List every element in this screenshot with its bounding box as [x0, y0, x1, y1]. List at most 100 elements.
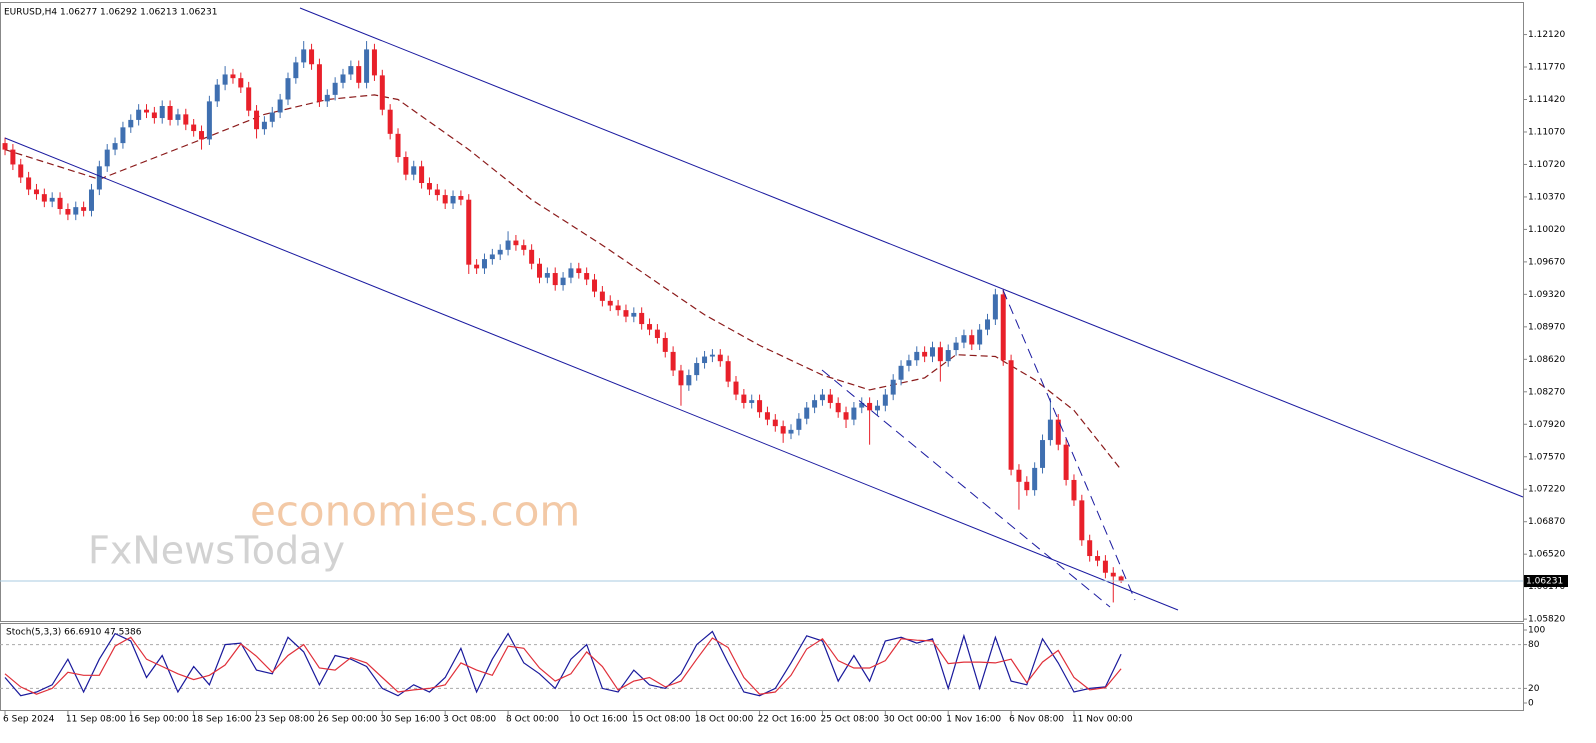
- candle-body: [536, 263, 542, 278]
- candle-body: [780, 426, 786, 434]
- y-tick-label: 1.06520: [1528, 550, 1565, 560]
- watermark: economies.com: [250, 487, 580, 536]
- candle-body: [332, 82, 338, 95]
- y-tick-label: 1.11770: [1528, 63, 1565, 73]
- y-tick-label: 1.08970: [1528, 322, 1565, 332]
- y-tick-label: 1.09670: [1528, 257, 1565, 267]
- candle-body: [128, 119, 134, 128]
- x-tick-label: 30 Oct 00:00: [883, 715, 942, 725]
- candle-body: [1008, 360, 1014, 470]
- candle-body: [1047, 419, 1053, 441]
- y-tick-label: 1.05820: [1528, 615, 1565, 625]
- candle-body: [112, 143, 118, 150]
- candle-body: [890, 379, 896, 395]
- stoch-header: Stoch(5,3,3) 66.6910 47.5386: [6, 628, 142, 638]
- candle-body: [1055, 419, 1061, 445]
- candle-body: [466, 199, 472, 265]
- candle-body: [851, 407, 857, 420]
- candle-body: [1095, 556, 1101, 561]
- candle-body: [749, 400, 755, 403]
- x-tick-label: 11 Nov 00:00: [1072, 715, 1133, 725]
- candle-body: [316, 64, 322, 102]
- current-price-box: [1524, 575, 1568, 588]
- candle-body: [568, 268, 574, 278]
- candle-body: [615, 305, 621, 311]
- candle-body: [395, 133, 401, 158]
- y-tick-label: 1.07920: [1528, 420, 1565, 430]
- candle-body: [489, 254, 495, 260]
- candle-body: [88, 189, 94, 211]
- candle-body: [18, 164, 24, 178]
- candle-body: [772, 419, 778, 427]
- candle-body: [835, 402, 841, 413]
- x-tick-label: 26 Sep 00:00: [317, 715, 377, 725]
- candle-body: [73, 207, 79, 215]
- symbol-header: EURUSD,H4 1.06277 1.06292 1.06213 1.0623…: [4, 8, 217, 18]
- x-tick-label: 16 Sep 00:00: [129, 715, 189, 725]
- watermark: FxNewsToday: [88, 529, 345, 573]
- candle-body: [1040, 440, 1046, 468]
- candle-body: [238, 78, 244, 88]
- candle-body: [324, 94, 330, 102]
- y-tick-label: 1.10370: [1528, 192, 1565, 202]
- price-panel: [2, 41, 1124, 603]
- y-tick-label: 1.09320: [1528, 290, 1565, 300]
- candle-body: [159, 106, 165, 119]
- candle-body: [10, 149, 16, 165]
- x-tick-label: 10 Oct 16:00: [569, 715, 628, 725]
- candle-body: [678, 370, 684, 386]
- x-tick-label: 11 Sep 08:00: [66, 715, 126, 725]
- candle-body: [403, 157, 409, 175]
- y-tick-label: 1.07220: [1528, 485, 1565, 495]
- candle-body: [757, 400, 763, 413]
- candle-body: [183, 114, 189, 125]
- candle-body: [521, 245, 527, 250]
- candle-body: [819, 394, 825, 401]
- candle-body: [1102, 560, 1108, 573]
- candle-body: [285, 78, 291, 100]
- candle-body: [136, 109, 142, 120]
- candle-body: [254, 110, 260, 130]
- candle-body: [57, 197, 63, 209]
- candle-body: [1071, 479, 1077, 501]
- channel-upper: [299, 7, 1524, 498]
- stoch-tick-label: 20: [1528, 684, 1540, 694]
- candle-body: [764, 412, 770, 420]
- candle-body: [1063, 444, 1069, 480]
- candle-body: [977, 329, 983, 345]
- candle-body: [796, 418, 802, 430]
- candle-body: [961, 335, 967, 343]
- candle-body: [592, 279, 598, 292]
- y-tick-label: 1.10720: [1528, 160, 1565, 170]
- candle-body: [505, 240, 511, 250]
- x-tick-label: 30 Sep 16:00: [380, 715, 440, 725]
- candle-body: [1110, 572, 1116, 577]
- x-tick-label: 1 Nov 16:00: [946, 715, 1001, 725]
- y-tick-label: 1.06170: [1528, 582, 1565, 592]
- x-tick-label: 18 Sep 16:00: [192, 715, 252, 725]
- candle-body: [741, 394, 747, 403]
- y-tick-label: 1.08270: [1528, 387, 1565, 397]
- y-tick-label: 1.06870: [1528, 517, 1565, 527]
- candle-body: [929, 347, 935, 357]
- candle-body: [191, 124, 197, 132]
- candle-body: [293, 62, 299, 79]
- candle-body: [1000, 294, 1006, 361]
- x-tick-label: 6 Sep 2024: [3, 715, 55, 725]
- candle-body: [167, 106, 173, 120]
- candle-body: [827, 394, 833, 403]
- candle-body: [945, 350, 951, 362]
- candle-body: [419, 166, 425, 184]
- candle-body: [96, 166, 102, 190]
- candle-body: [120, 127, 126, 144]
- y-tick-label: 1.08620: [1528, 355, 1565, 365]
- candle-body: [261, 121, 267, 130]
- candle-body: [104, 149, 110, 167]
- candle-body: [356, 66, 362, 83]
- candle-body: [222, 74, 228, 85]
- candle-body: [26, 177, 32, 190]
- candle-body: [1032, 467, 1038, 491]
- candle-body: [662, 337, 668, 352]
- candle-body: [206, 101, 212, 140]
- candle-body: [442, 195, 448, 204]
